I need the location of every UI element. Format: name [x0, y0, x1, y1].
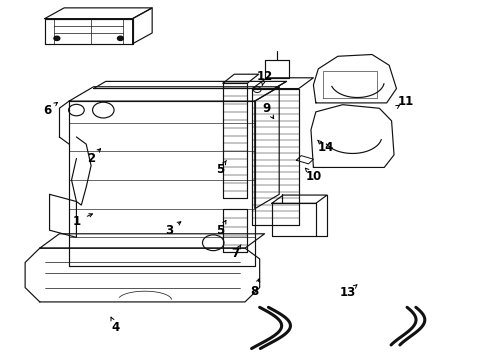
Text: 3: 3 — [165, 224, 173, 237]
Text: 13: 13 — [340, 287, 356, 300]
Text: 14: 14 — [318, 141, 334, 154]
Text: 10: 10 — [305, 170, 321, 183]
Text: 7: 7 — [231, 247, 239, 260]
Text: 5: 5 — [217, 163, 225, 176]
Circle shape — [54, 36, 60, 41]
Text: 12: 12 — [256, 69, 272, 82]
Text: 11: 11 — [398, 95, 415, 108]
Text: 6: 6 — [43, 104, 51, 117]
Text: 2: 2 — [87, 152, 95, 165]
Text: 5: 5 — [217, 224, 225, 237]
Text: 8: 8 — [251, 285, 259, 298]
Text: 4: 4 — [111, 320, 120, 333]
Circle shape — [118, 36, 123, 41]
Text: 9: 9 — [263, 102, 271, 115]
Text: 1: 1 — [73, 215, 80, 228]
